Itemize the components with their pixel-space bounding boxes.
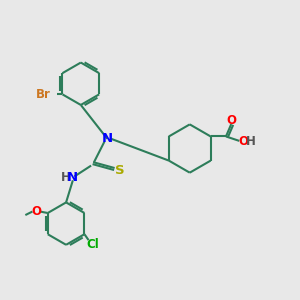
Text: Br: Br [36,88,51,101]
Text: H: H [245,135,255,148]
Text: O: O [31,205,41,218]
Text: Cl: Cl [86,238,99,251]
Text: O: O [227,114,237,127]
Text: N: N [102,132,113,145]
Text: O: O [238,135,248,148]
Text: S: S [115,164,124,177]
Text: N: N [67,171,78,184]
Text: H: H [61,171,70,184]
